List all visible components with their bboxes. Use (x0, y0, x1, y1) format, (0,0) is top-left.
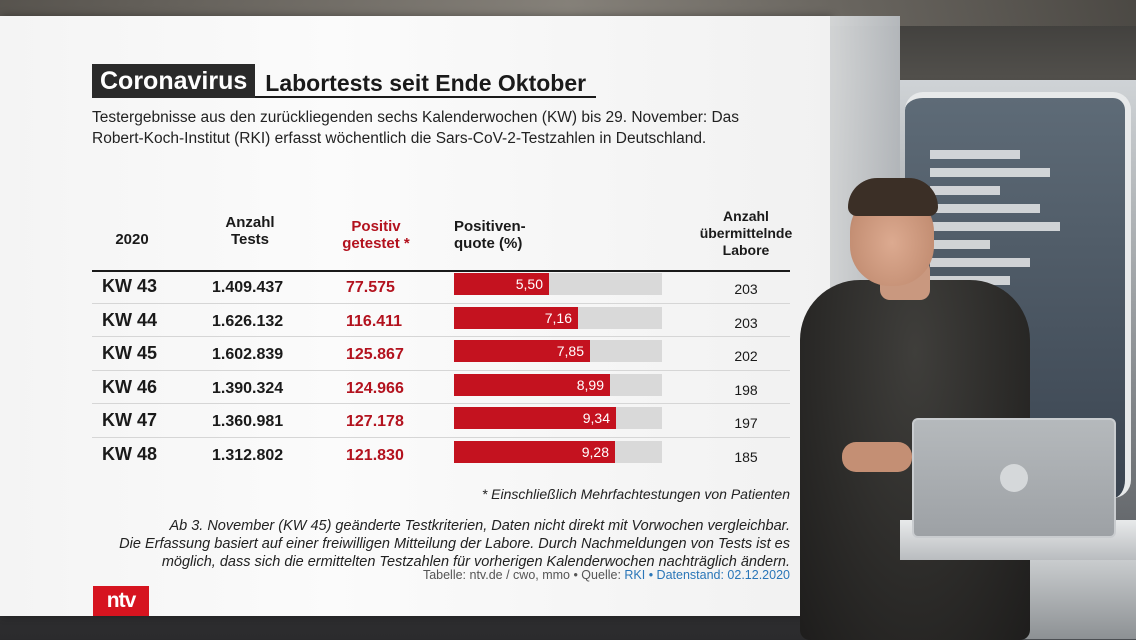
source-line: Tabelle: ntv.de / cwo, mmo • Quelle: RKI… (423, 568, 790, 582)
laptop (912, 418, 1116, 538)
row-week: KW 45 (102, 343, 158, 363)
col-header-tests: Anzahl Tests (225, 214, 275, 248)
row-positive: 121.830 (346, 446, 404, 464)
row-positive: 116.411 (346, 312, 403, 330)
row-week: KW 46 (102, 376, 158, 397)
row-divider (92, 336, 790, 337)
row-week: KW 47 (102, 410, 158, 430)
note-line-3: möglich, dass sich die ermittelten Testz… (161, 554, 790, 570)
row-tests: 1.626.132 (212, 312, 284, 330)
rate-bar-label: 9,28 (581, 443, 609, 460)
row-positive: 77.575 (346, 279, 395, 296)
rate-bar: 5,50 (454, 273, 549, 295)
topic-label: Coronavirus (92, 64, 256, 98)
rate-bar: 9,34 (454, 407, 616, 429)
row-tests: 1.360.981 (212, 413, 284, 430)
row-week: KW 43 (102, 276, 158, 296)
row-divider (92, 403, 790, 404)
row-week: KW 48 (102, 443, 158, 464)
row-week: KW 44 (102, 309, 158, 330)
row-labs: 203 (734, 281, 758, 297)
rate-bar-label: 7,85 (556, 343, 584, 359)
row-divider (92, 369, 790, 371)
row-tests: 1.602.839 (212, 346, 284, 363)
row-tests: 1.409.437 (212, 279, 284, 296)
note-line-1: Ab 3. November (KW 45) geänderte Testkri… (169, 518, 790, 534)
rate-bar: 8,99 (454, 373, 610, 396)
rate-bar-track: 8,99 (454, 373, 662, 396)
ntv-logo: ntv (93, 586, 149, 616)
info-board (0, 16, 830, 616)
rate-bar: 7,16 (454, 306, 578, 329)
row-positive: 125.867 (346, 346, 404, 363)
presenter (780, 170, 1030, 640)
source-highlight: RKI • Datenstand: 02.12.2020 (624, 568, 790, 582)
source-prefix: Tabelle: ntv.de / cwo, mmo • Quelle: (422, 568, 625, 582)
footnote: * Einschließlich Mehrfachtestungen von P… (481, 486, 790, 502)
row-positive: 124.966 (346, 379, 404, 397)
laptop-logo-icon (1000, 464, 1028, 492)
col-header-labs: Anzahl übermittelnde Labore (699, 208, 793, 258)
rate-bar: 7,85 (454, 340, 590, 362)
rate-bar-track: 7,16 (454, 306, 662, 329)
rate-bar-track: 5,50 (454, 273, 662, 295)
row-tests: 1.312.802 (212, 446, 284, 464)
rate-bar-label: 5,50 (515, 276, 543, 292)
row-positive: 127.178 (346, 413, 404, 430)
note-line-2: Die Erfassung basiert auf einer freiwill… (119, 536, 790, 552)
table-header-rule (92, 270, 790, 272)
presenter-hands (842, 442, 912, 472)
rate-bar-track: 9,34 (454, 407, 662, 429)
row-labs: 185 (734, 448, 758, 465)
row-divider (92, 436, 790, 438)
col-header-rate: Positiven-quote (%) (454, 218, 526, 252)
rate-bar-track: 7,85 (454, 340, 662, 362)
rate-bar-label: 7,16 (544, 309, 572, 326)
board-title: Labortests seit Ende Oktober (255, 64, 597, 98)
row-labs: 198 (734, 381, 758, 398)
board-header: Coronavirus Labortests seit Ende Oktober (92, 64, 597, 98)
row-labs: 203 (734, 314, 758, 331)
col-header-year: 2020 (115, 231, 149, 248)
rate-bar: 9,28 (454, 440, 615, 463)
row-labs: 202 (734, 348, 758, 364)
row-divider (92, 302, 790, 304)
presenter-hair (848, 178, 938, 216)
rate-bar-label: 9,34 (582, 410, 610, 426)
board-subtitle: Testergebnisse aus den zurückliegenden s… (92, 109, 740, 147)
rate-bar-label: 8,99 (576, 376, 604, 393)
rate-bar-track: 9,28 (454, 440, 662, 463)
row-tests: 1.390.324 (212, 379, 284, 397)
col-header-positive: Positiv getestet * (342, 218, 410, 252)
row-labs: 197 (734, 415, 758, 431)
